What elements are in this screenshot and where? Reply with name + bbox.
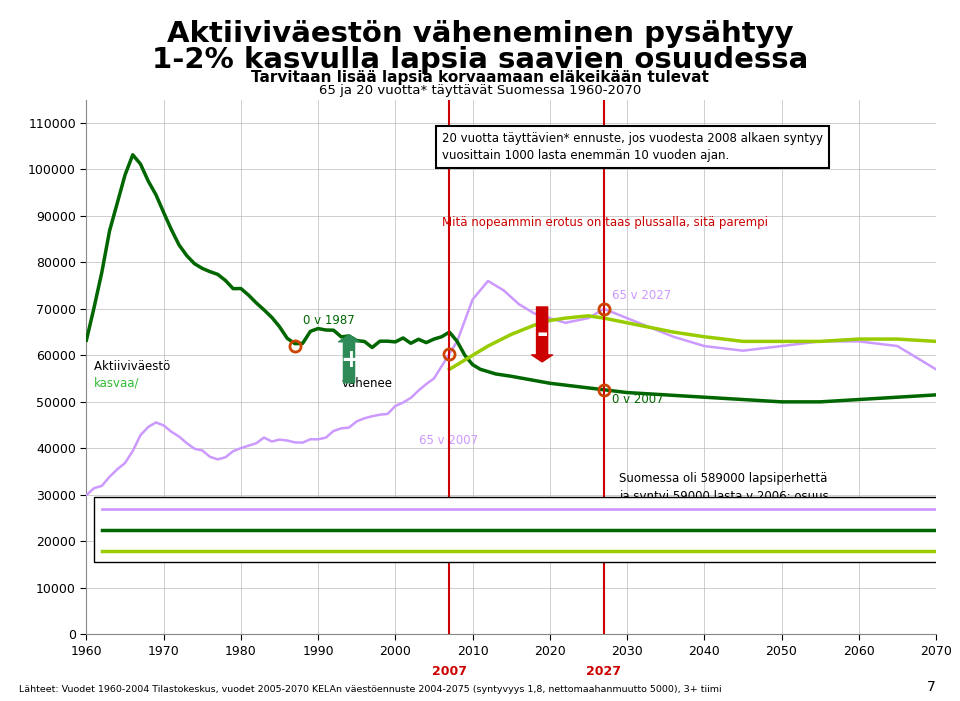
Text: 1-2% kasvulla lapsia saavien osuudessa: 1-2% kasvulla lapsia saavien osuudessa — [152, 46, 808, 74]
Text: Aktiiviväestön väheneminen pysähtyy: Aktiiviväestön väheneminen pysähtyy — [167, 20, 793, 48]
Text: Aktiiviväestö: Aktiiviväestö — [94, 360, 174, 374]
Text: Suomessa oli 589000 lapsiperhettä
ja syntyi 59000 lasta v 2006: osuus
oli 10%. 1: Suomessa oli 589000 lapsiperhettä ja syn… — [619, 472, 840, 538]
Text: 0 v 2007: 0 v 2007 — [612, 393, 663, 406]
Text: 2027: 2027 — [587, 665, 621, 678]
Text: Mitä nopeammin erotus on taas plussalla, sitä parempi: Mitä nopeammin erotus on taas plussalla,… — [442, 216, 768, 229]
Text: Lähteet: Vuodet 1960-2004 Tilastokeskus, vuodet 2005-2070 KELAn väestöennuste 20: Lähteet: Vuodet 1960-2004 Tilastokeskus,… — [19, 685, 722, 694]
Text: Tarvitaan lisää lapsia korvaamaan eläkeikään tulevat: Tarvitaan lisää lapsia korvaamaan eläkei… — [252, 70, 708, 85]
Text: -: - — [537, 320, 548, 348]
Text: 2007: 2007 — [432, 665, 467, 678]
Text: 65 v 2007: 65 v 2007 — [419, 435, 478, 447]
FancyBboxPatch shape — [94, 497, 960, 562]
Text: 20 vuotta täyttävien* ennuste, jos vuodesta 2008 alkaen syntyy
vuosittain 1000 l: 20 vuotta täyttävien* ennuste, jos vuode… — [442, 132, 823, 162]
Text: +: + — [340, 348, 361, 372]
Text: kasvaa/: kasvaa/ — [94, 376, 139, 390]
Text: 65 v 2027: 65 v 2027 — [612, 289, 671, 302]
Text: vähenee: vähenee — [342, 376, 393, 390]
Text: 65 ja 20 vuotta* täyttävät Suomessa 1960-2070: 65 ja 20 vuotta* täyttävät Suomessa 1960… — [319, 84, 641, 97]
Text: 0 v 1987: 0 v 1987 — [302, 315, 354, 327]
Text: 7: 7 — [927, 680, 936, 694]
